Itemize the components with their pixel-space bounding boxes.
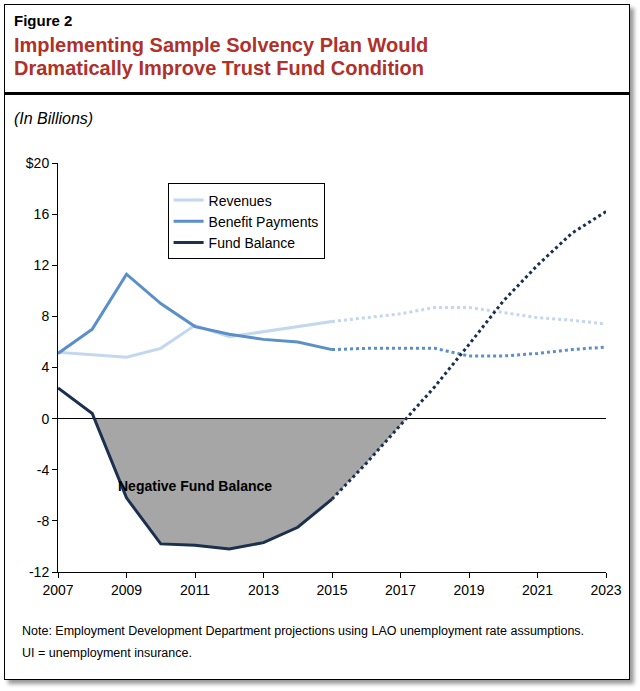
svg-text:2017: 2017 [385, 582, 416, 598]
svg-text:2021: 2021 [522, 582, 553, 598]
svg-text:0: 0 [41, 411, 49, 427]
html-text:(In Billions): (In Billions) [14, 110, 94, 127]
html-text:Implementing Sample Solvency P: Implementing Sample Solvency Plan Would … [14, 34, 429, 79]
svg-text:Benefit Payments: Benefit Payments [209, 214, 319, 230]
svg-text:12: 12 [34, 257, 50, 273]
svg-text:2011: 2011 [180, 582, 210, 598]
svg-text:16: 16 [34, 206, 50, 222]
svg-text:2023: 2023 [590, 582, 621, 598]
html-text:Note: Employment Development D: Note: Employment Development Department … [22, 624, 585, 638]
html-text:UI = unemployment insurance.: UI = unemployment insurance. [22, 646, 192, 660]
svg-text:-12: -12 [29, 564, 49, 580]
svg-text:-4: -4 [37, 462, 50, 478]
svg-text:-8: -8 [37, 513, 50, 529]
svg-text:Negative Fund Balance: Negative Fund Balance [118, 478, 272, 494]
svg-text:2013: 2013 [248, 582, 279, 598]
html-text:Figure 2: Figure 2 [14, 12, 73, 29]
svg-text:Fund Balance: Fund Balance [209, 235, 296, 251]
svg-text:4: 4 [41, 359, 49, 375]
svg-text:Revenues: Revenues [209, 193, 272, 209]
svg-text:2015: 2015 [316, 582, 347, 598]
svg-text:2009: 2009 [111, 582, 142, 598]
svg-text:$20: $20 [26, 155, 50, 171]
svg-text:8: 8 [41, 308, 49, 324]
svg-text:2019: 2019 [453, 582, 484, 598]
svg-text:2007: 2007 [42, 582, 73, 598]
